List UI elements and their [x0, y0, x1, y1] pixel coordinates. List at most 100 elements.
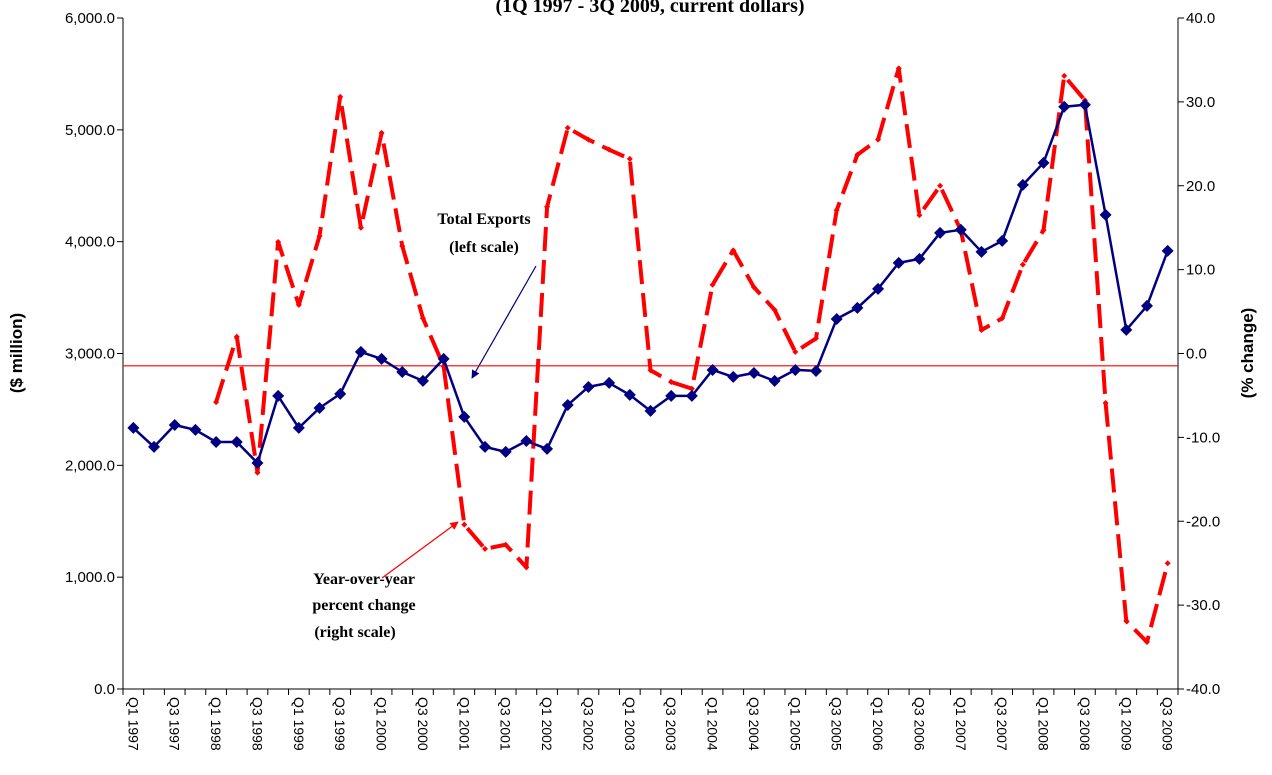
x-tick-label: Q3 2000 — [415, 697, 431, 751]
data-point — [747, 366, 760, 379]
y2-tick-label: -20.0 — [1186, 513, 1220, 530]
y-tick-label: 4,000.0 — [65, 234, 115, 251]
data-point — [603, 376, 616, 389]
x-tick-label: Q3 1999 — [332, 697, 348, 751]
y2-tick-label: -40.0 — [1186, 681, 1220, 698]
x-tick-label: Q1 1998 — [208, 697, 224, 751]
y2-tick-label: -10.0 — [1186, 429, 1220, 446]
x-tick-label: Q1 2007 — [953, 697, 969, 751]
data-point — [544, 203, 551, 210]
x-tick-label: Q3 2009 — [1160, 697, 1176, 751]
annotation: percent change — [312, 597, 415, 614]
data-point — [830, 312, 843, 325]
data-point — [561, 398, 574, 411]
y2-tick-label: 10.0 — [1186, 262, 1215, 279]
x-tick-label: Q1 2002 — [539, 697, 555, 751]
data-point — [934, 226, 947, 239]
data-point — [189, 423, 202, 436]
y-tick-label: 6,000.0 — [65, 10, 115, 27]
data-point — [148, 440, 161, 453]
data-point — [1078, 98, 1091, 111]
data-point — [916, 212, 923, 219]
data-point — [1040, 227, 1047, 234]
y2-axis-label: (% change) — [1238, 308, 1257, 399]
data-point — [954, 223, 967, 236]
data-point — [416, 374, 429, 387]
data-point — [458, 410, 471, 423]
data-point — [523, 564, 530, 571]
data-point — [895, 65, 902, 72]
data-point — [233, 333, 240, 340]
data-point — [482, 545, 489, 552]
x-tick-label: Q3 2005 — [829, 697, 845, 751]
y-tick-label: 3,000.0 — [65, 346, 115, 363]
data-point — [499, 445, 512, 458]
x-tick-label: Q1 1997 — [125, 697, 141, 751]
data-point — [213, 399, 220, 406]
data-point — [668, 379, 675, 386]
x-tick-label: Q1 2004 — [705, 697, 721, 751]
data-point — [975, 245, 988, 258]
data-point — [520, 434, 533, 447]
data-point — [1061, 72, 1068, 79]
data-point — [295, 301, 302, 308]
data-point — [272, 389, 285, 402]
data-point — [665, 389, 678, 402]
x-tick-label: Q1 2006 — [870, 697, 886, 751]
data-point — [1016, 178, 1029, 191]
x-tick-label: Q3 1997 — [167, 697, 183, 751]
data-point — [541, 442, 554, 455]
x-tick-label: Q1 2005 — [787, 697, 803, 751]
data-point — [1140, 299, 1153, 312]
y2-tick-label: 20.0 — [1186, 178, 1215, 195]
x-tick-label: Q3 2003 — [663, 697, 679, 751]
y2-tick-label: 0.0 — [1186, 346, 1207, 363]
data-point — [644, 404, 657, 417]
data-point — [978, 327, 985, 334]
data-point — [1058, 100, 1071, 113]
annotation-arrow — [471, 265, 537, 379]
annotation: Year-over-year — [313, 571, 415, 588]
data-point — [1019, 261, 1026, 268]
data-point — [999, 315, 1006, 322]
annotation-arrow — [381, 521, 459, 579]
data-point — [461, 521, 468, 528]
data-point — [685, 389, 698, 402]
data-point — [647, 367, 654, 374]
data-point — [892, 256, 905, 269]
data-point — [375, 352, 388, 365]
x-tick-label: Q3 2002 — [580, 697, 596, 751]
data-point — [706, 363, 719, 376]
data-point — [337, 93, 344, 100]
x-tick-label: Q3 2008 — [1077, 697, 1093, 751]
data-point — [875, 136, 882, 143]
annotation: (left scale) — [449, 239, 519, 256]
x-tick-label: Q3 1998 — [249, 697, 265, 751]
y-tick-label: 2,000.0 — [65, 457, 115, 474]
x-tick-label: Q1 1999 — [291, 697, 307, 751]
data-point — [354, 345, 367, 358]
data-point — [792, 348, 799, 355]
data-point — [313, 401, 326, 414]
data-point — [292, 421, 305, 434]
data-point — [582, 380, 595, 393]
data-point — [479, 440, 492, 453]
data-point — [854, 151, 861, 158]
data-point — [709, 281, 716, 288]
data-point — [771, 306, 778, 313]
y2-tick-label: 30.0 — [1186, 94, 1215, 111]
data-point — [1037, 156, 1050, 169]
data-point — [768, 374, 781, 387]
data-point — [851, 301, 864, 314]
data-point — [623, 388, 636, 401]
x-tick-label: Q3 2001 — [498, 697, 514, 751]
y-axis-label: ($ million) — [7, 313, 26, 393]
series-line — [214, 66, 1170, 644]
data-point — [688, 385, 695, 392]
data-point — [275, 238, 282, 245]
data-point — [127, 421, 140, 434]
data-point — [833, 207, 840, 214]
data-point — [419, 315, 426, 322]
data-point — [396, 365, 409, 378]
annotation: (right scale) — [314, 624, 395, 641]
